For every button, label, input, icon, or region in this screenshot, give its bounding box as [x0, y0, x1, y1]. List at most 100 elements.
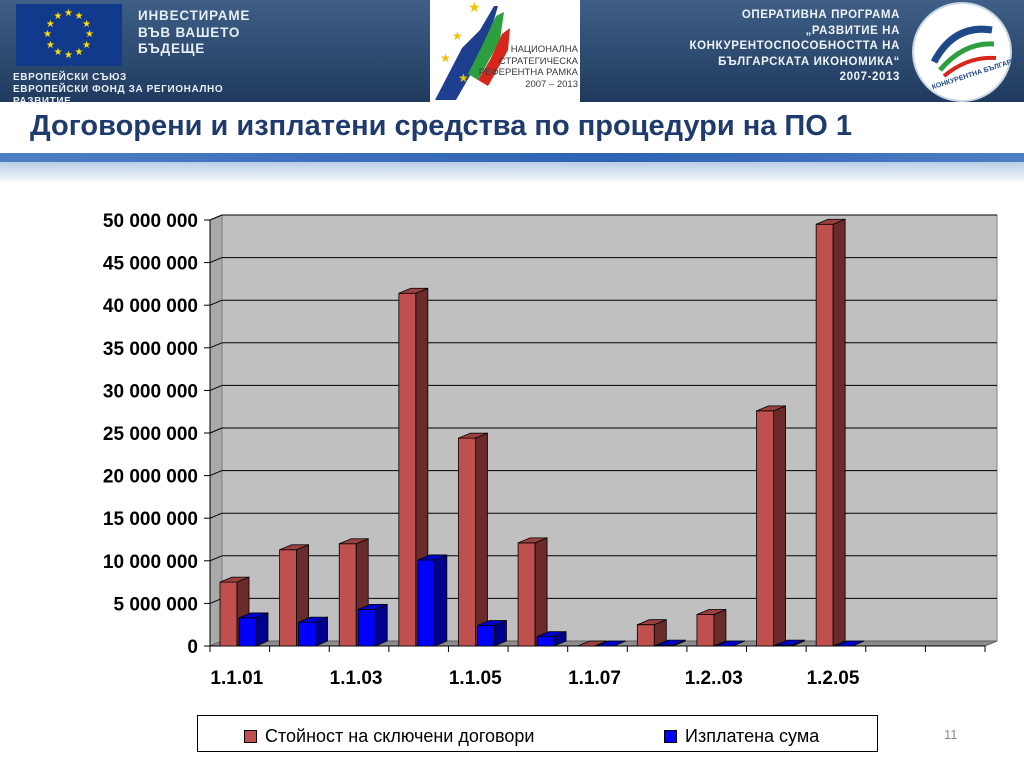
y-tick-label: 10 000 000	[103, 552, 198, 573]
nsrf-logo: ★ ★ ★ ★ НАЦИОНАЛНА СТРАТЕГИЧЕСКА РЕФЕРЕН…	[430, 0, 580, 102]
bar-front	[458, 437, 476, 647]
eu-star-icon: ★	[45, 18, 55, 30]
gridline-side	[209, 427, 223, 434]
y-tick-label: 50 000 000	[103, 211, 198, 232]
eu-branding: ★ ★ ★ ★ ★ ★ ★ ★ ★ ★ ★ ★ ИНВЕСТИРАМЕ ВЪВ ВАШЕТО БЪДЕ…	[0, 0, 265, 107]
y-tick-label: 45 000 000	[103, 254, 198, 275]
eu-flag-icon: ★ ★ ★ ★ ★ ★ ★ ★ ★ ★ ★ ★	[16, 4, 122, 66]
bar-top	[536, 631, 567, 638]
bar-front	[338, 543, 357, 647]
y-tick-label: 30 000 000	[103, 381, 198, 402]
y-tick-label: 15 000 000	[103, 509, 198, 530]
bar-front	[636, 624, 655, 647]
x-tick-label: 1.1.07	[568, 668, 621, 689]
competitive-bulgaria-logo-icon	[912, 2, 1012, 102]
eu-star-icon: ★	[64, 50, 73, 61]
eu-star-icon: ★	[82, 18, 92, 30]
bar-front	[536, 636, 555, 647]
title-rule	[0, 153, 1024, 162]
bar-top	[517, 537, 548, 544]
bar-top	[477, 620, 507, 626]
bar-side	[475, 432, 488, 647]
bar-front	[238, 617, 257, 647]
bar-side	[832, 218, 846, 647]
eu-star-icon: ★	[45, 39, 55, 51]
bar-top	[656, 639, 686, 646]
x-tick-label: 1.1.05	[449, 668, 502, 689]
bar-top	[339, 538, 369, 545]
y-tick-label: 5 000 000	[113, 594, 198, 615]
logo-swirl-icon	[930, 25, 997, 78]
eu-star-icon: ★	[82, 39, 92, 51]
svg-text:★: ★	[452, 29, 463, 43]
svg-text:★: ★	[468, 0, 481, 15]
bar-side	[713, 608, 727, 647]
y-tick-label: 35 000 000	[103, 339, 198, 360]
bar-front	[477, 625, 495, 647]
x-tick-label: 1.2..03	[685, 668, 743, 689]
y-tick-label: 25 000 000	[103, 424, 198, 445]
bar-top	[816, 218, 846, 225]
eu-star-icon: ★	[43, 29, 52, 40]
gridline-side	[209, 342, 223, 349]
gridline-side	[209, 299, 223, 306]
title-rule-fade	[0, 162, 1024, 184]
gridline-side	[209, 512, 223, 519]
eu-star-icon: ★	[64, 8, 73, 19]
slide-title: Договорени и изплатени средства по проце…	[30, 110, 853, 142]
bar-front	[815, 223, 834, 647]
svg-text:★: ★	[458, 71, 469, 85]
gridline-side	[209, 470, 223, 477]
bar-chart: 0 5 000 000 10 000 000 15 000 000 20 000 000…	[103, 211, 998, 689]
bar-top	[596, 640, 626, 647]
bar-top	[398, 287, 429, 294]
header-banner: ★ ★ ★ ★ ★ ★ ★ ★ ★ ★ ★ ★ ИНВЕСТИРАМЕ ВЪВ ВАШЕТО БЪДЕ…	[0, 0, 1024, 107]
eu-star-icon: ★	[74, 47, 84, 59]
bar-front	[357, 608, 376, 647]
bar-front	[279, 549, 298, 647]
bar-side	[773, 405, 786, 647]
bar-top	[715, 640, 746, 647]
eu-star-icon: ★	[53, 10, 63, 22]
y-tick-label: 0	[187, 637, 198, 658]
legend-swatch-contracts	[244, 730, 257, 743]
eu-star-icon: ★	[85, 29, 94, 40]
x-tick-label: 1.2.05	[807, 668, 860, 689]
eu-fund-label: ЕВРОПЕЙСКИ СЪЮЗ ЕВРОПЕЙСКИ ФОНД ЗА РЕГИО…	[13, 72, 224, 107]
bar-top	[358, 603, 388, 610]
x-tick-label: 1.1.01	[210, 668, 263, 689]
bar-front	[696, 614, 715, 647]
bar-front	[517, 542, 536, 647]
bar-top	[458, 432, 488, 439]
bar-side	[255, 612, 269, 647]
y-tick-label: 40 000 000	[103, 296, 198, 317]
bar-top	[279, 544, 309, 551]
bar-front	[398, 292, 417, 647]
bar-side	[434, 554, 448, 647]
chart-legend: Стойност на сключени договори Изплатена …	[197, 715, 878, 752]
gridline-side	[209, 214, 223, 221]
bar-top	[775, 639, 805, 646]
bar-top	[219, 576, 250, 583]
gridline-side	[209, 384, 223, 391]
bar-side	[534, 537, 548, 647]
nsrf-emblem-icon: ★ ★ ★ ★	[430, 0, 580, 102]
operational-programme-label: ОПЕРАТИВНА ПРОГРАМА „РАЗВИТИЕ НА КОНКУРЕ…	[689, 9, 900, 83]
eu-star-icon: ★	[53, 47, 63, 59]
bar-front	[756, 410, 774, 647]
bar-side	[374, 603, 388, 647]
page-number: 11	[944, 727, 958, 742]
eu-star-icon: ★	[74, 10, 84, 22]
legend-label-contracts: Стойност на сключени договори	[265, 726, 535, 746]
legend-item-contracts: Стойност на сключени договори	[244, 726, 534, 747]
bar-top	[637, 619, 667, 626]
x-tick-label: 1.1.03	[330, 668, 383, 689]
bar-front	[219, 581, 238, 647]
bar-top	[835, 640, 865, 647]
gridline-side	[209, 257, 223, 264]
bar-top	[298, 616, 328, 623]
svg-text:★: ★	[440, 51, 451, 65]
y-tick-label: 20 000 000	[103, 467, 198, 488]
bar-front	[298, 621, 317, 647]
gridline-side	[209, 555, 223, 562]
